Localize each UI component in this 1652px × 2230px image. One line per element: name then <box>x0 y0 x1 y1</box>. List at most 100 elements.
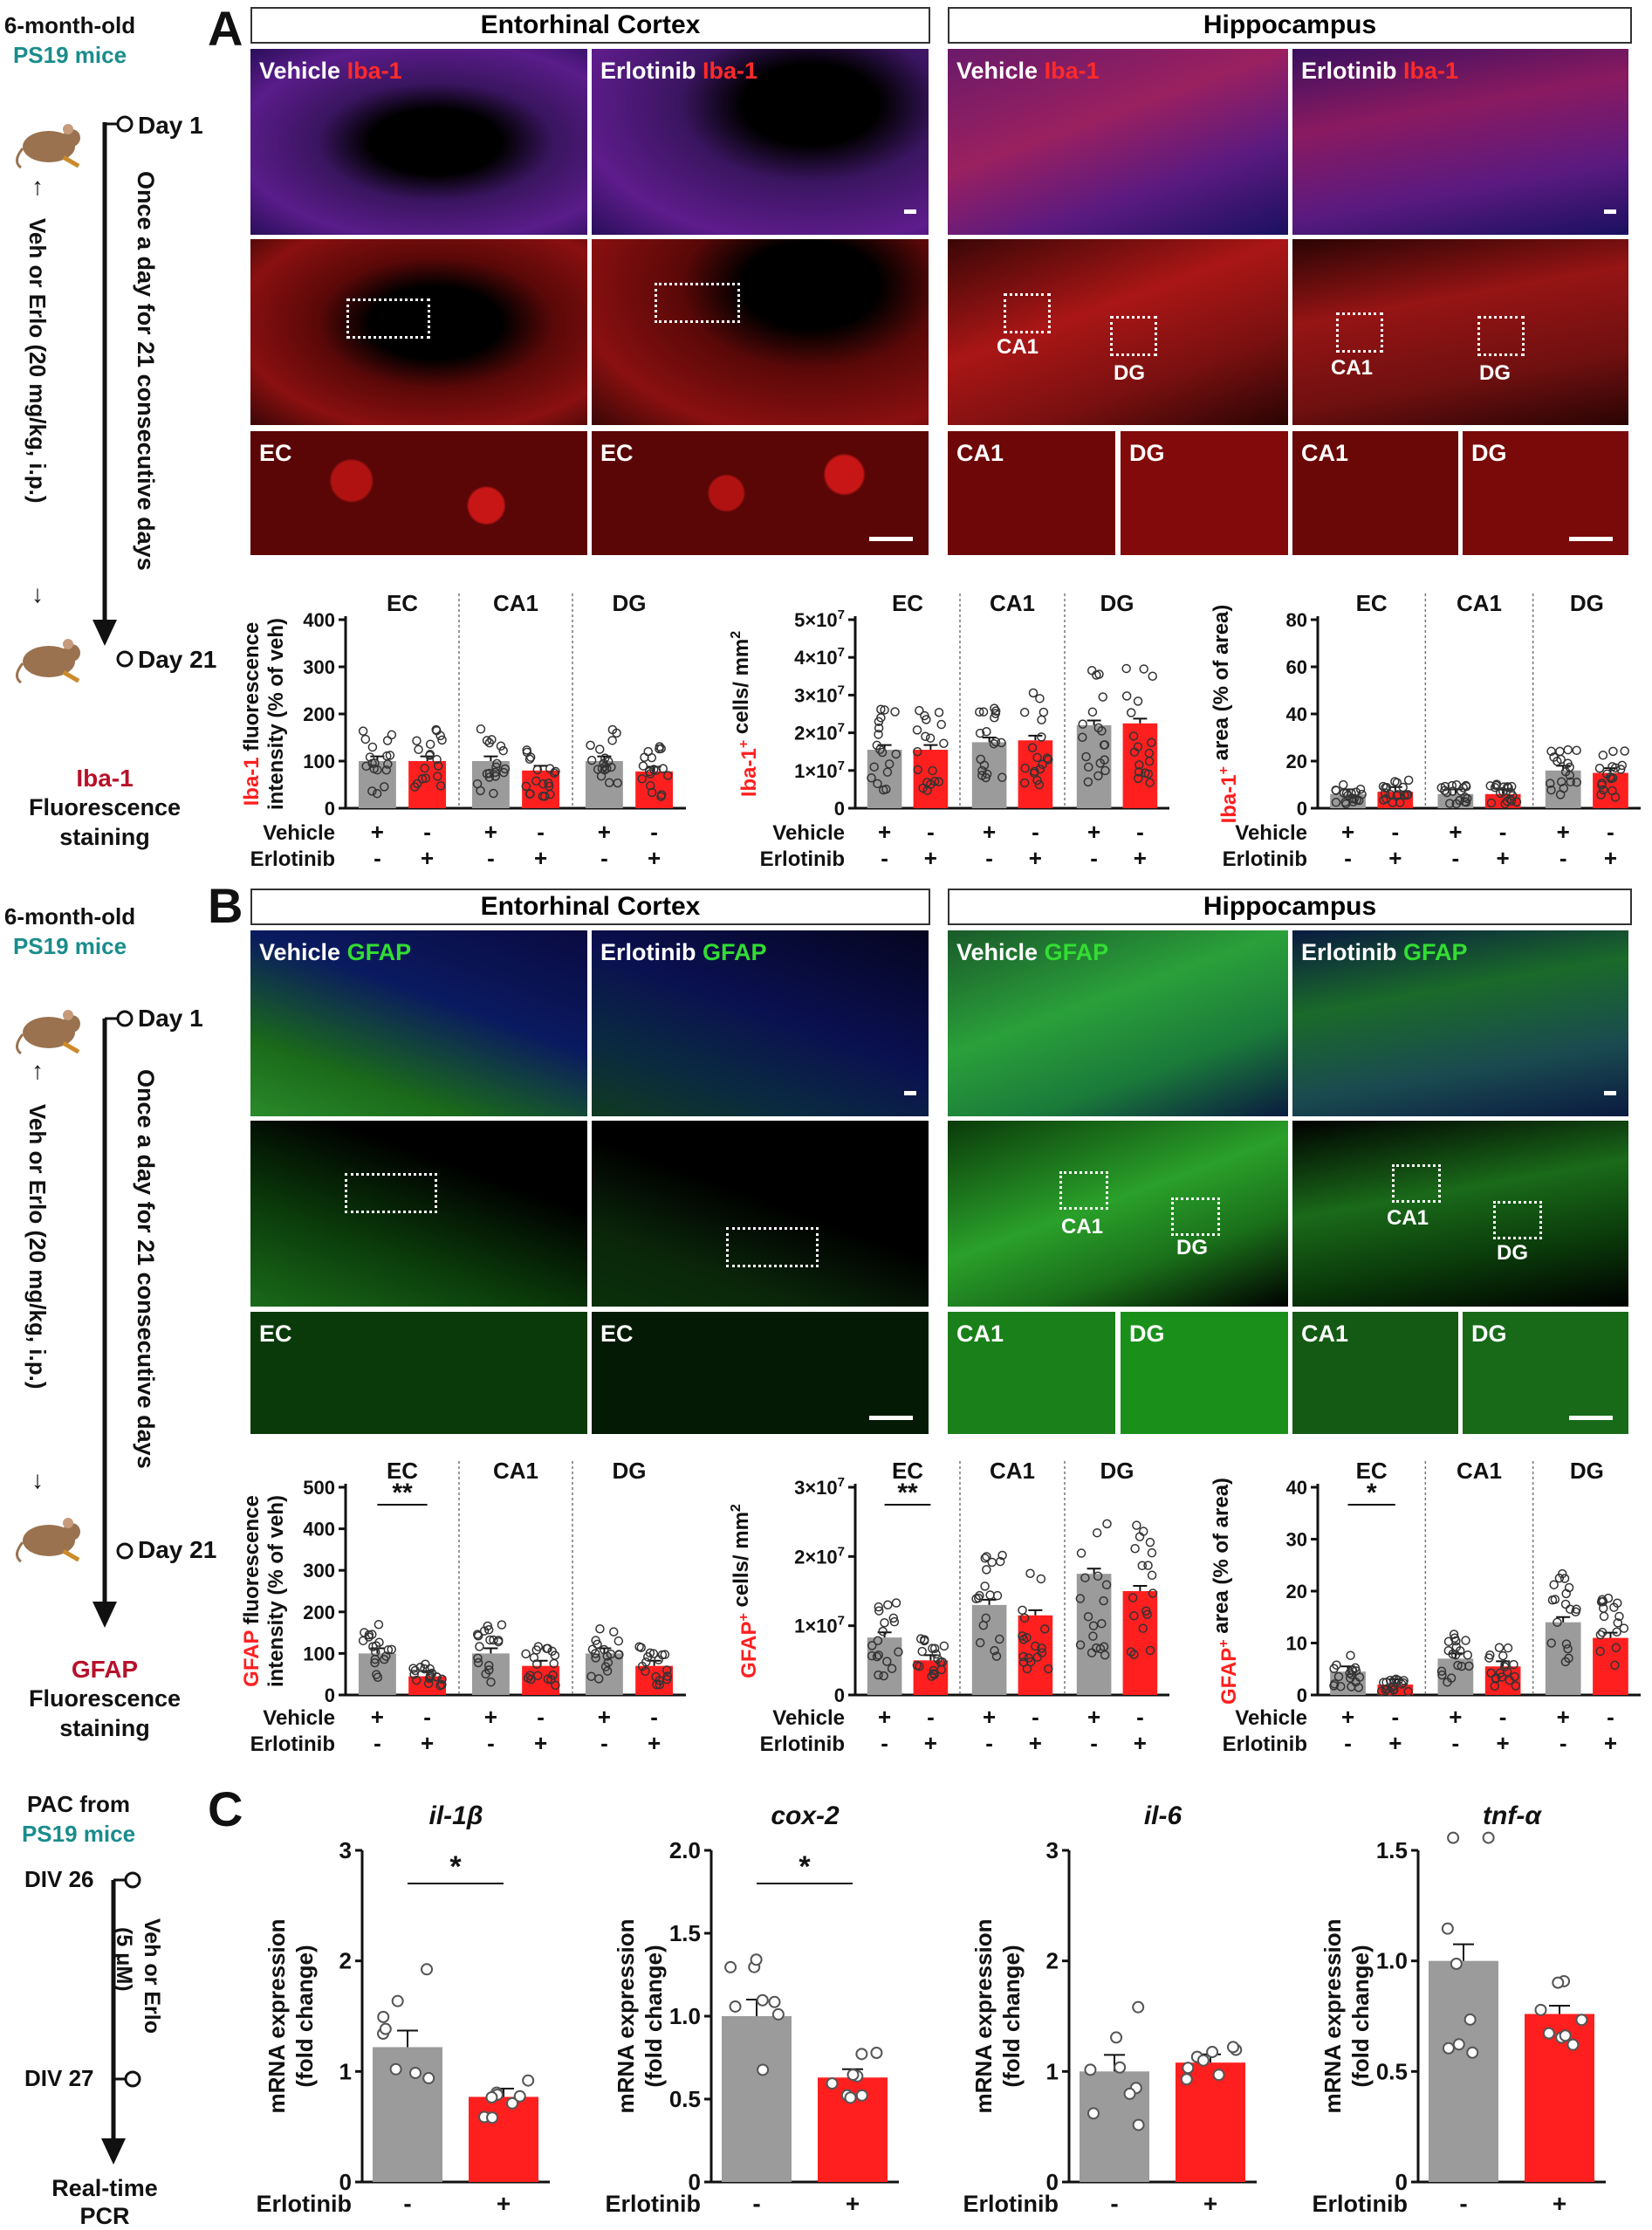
data-point <box>915 1634 926 1643</box>
erlotinib-row-label: Erlotinib <box>760 1733 845 1756</box>
timeline-day1: Day 1 <box>138 1005 203 1032</box>
data-point <box>1566 2038 1580 2051</box>
data-point <box>1505 787 1516 797</box>
data-point <box>1607 773 1618 783</box>
chart-c-cox2: cox-2 0 0.5 1.0 1.5 2.0 mRNA expression (fold c… <box>606 1801 899 2217</box>
zoom-b-ca1-erlotinib: CA1 <box>1292 1312 1458 1434</box>
data-point <box>1485 781 1496 791</box>
data-point <box>982 1565 991 1575</box>
data-point <box>928 1643 937 1653</box>
data-point <box>544 779 553 788</box>
bar-erlotinib <box>635 771 674 808</box>
timeline-day21: Day 21 <box>138 646 217 673</box>
data-point <box>614 1650 624 1660</box>
bar-erlotinib <box>1122 723 1158 808</box>
data-point <box>367 786 377 796</box>
data-point <box>417 774 428 784</box>
roi-box <box>726 1227 819 1267</box>
erlotinib-sign: - <box>1452 1730 1460 1756</box>
y-tick-label: 400 <box>303 609 335 631</box>
vehicle-sign: - <box>537 819 545 845</box>
data-point <box>1084 762 1093 772</box>
data-point <box>432 725 442 736</box>
roi-box <box>1392 1164 1441 1203</box>
data-point <box>1594 764 1605 773</box>
data-point <box>1443 1678 1452 1687</box>
erlotinib-sign: + <box>1497 845 1510 871</box>
data-point <box>997 1550 1007 1561</box>
y-tick-label: 4×107 <box>794 645 845 669</box>
data-point <box>542 1643 552 1654</box>
data-point <box>1609 1602 1619 1612</box>
data-point <box>651 1671 661 1682</box>
data-point <box>1444 799 1455 808</box>
erlotinib-row-label: Erlotinib <box>1223 847 1307 871</box>
group-label: CA1 <box>990 590 1035 616</box>
erlotinib-sign: - <box>881 845 888 871</box>
bar-erlotinib <box>1018 740 1053 808</box>
data-point <box>879 785 888 795</box>
data-point <box>1607 762 1617 772</box>
data-point <box>1402 790 1412 800</box>
roi-box <box>1493 1201 1542 1239</box>
data-point <box>1546 746 1556 757</box>
data-point <box>1599 1611 1609 1622</box>
zoom-a-ca1-erlotinib: CA1 <box>1292 431 1458 555</box>
data-point <box>1560 1599 1571 1609</box>
data-point <box>1534 2003 1547 2016</box>
y-axis-label: GFAP+ area (% of area) <box>1210 1478 1241 1705</box>
data-point <box>586 740 595 751</box>
x-axis-label: Erlotinib <box>606 2191 702 2217</box>
data-point <box>1347 1665 1358 1675</box>
data-point <box>409 1670 419 1679</box>
data-point <box>936 719 946 730</box>
y-tick-label: 1.0 <box>1376 1948 1408 1974</box>
data-point <box>995 1634 1004 1644</box>
significance-label: * <box>799 1850 811 1883</box>
timeline-subtitle: PS19 mice <box>21 1821 136 1847</box>
data-point <box>1503 1643 1513 1653</box>
y-tick-label: 2 <box>339 1948 352 1974</box>
data-point <box>1132 1520 1141 1530</box>
data-point <box>894 1647 903 1657</box>
data-point <box>525 1671 535 1680</box>
vehicle-sign: + <box>878 1704 891 1730</box>
data-point <box>1443 1636 1454 1647</box>
data-point <box>1141 768 1150 778</box>
data-point <box>1076 1548 1086 1558</box>
data-point <box>931 1649 941 1659</box>
timeline-subtitle: PS19 mice <box>12 42 127 68</box>
mouse-icon <box>16 1010 80 1055</box>
data-point <box>874 1606 884 1616</box>
data-point <box>1553 1617 1562 1628</box>
data-point <box>637 774 647 784</box>
zoom-a-ca1-vehicle: CA1 <box>948 431 1115 555</box>
data-point <box>1494 1643 1505 1653</box>
data-point <box>1020 763 1030 773</box>
data-point <box>1036 1574 1046 1584</box>
data-point <box>873 779 882 789</box>
vehicle-sign: + <box>1341 819 1354 845</box>
data-point <box>387 1644 396 1655</box>
significance-label: * <box>449 1850 462 1883</box>
data-point <box>1615 765 1626 774</box>
data-point <box>985 1590 995 1600</box>
data-point <box>531 776 541 786</box>
data-point <box>1509 1659 1518 1670</box>
group-label: CA1 <box>493 1458 538 1484</box>
mouse-icon <box>16 124 80 169</box>
data-point <box>1597 1628 1607 1637</box>
erlotinib-sign: - <box>985 1730 993 1756</box>
y-tick-label: 100 <box>303 751 335 772</box>
data-point <box>1486 1668 1496 1678</box>
data-point <box>637 1661 648 1671</box>
data-point <box>646 780 655 791</box>
y-tick-label: 1.0 <box>669 2003 701 2029</box>
data-point <box>1080 1573 1090 1582</box>
data-point <box>1097 726 1107 736</box>
data-point <box>1563 1643 1573 1654</box>
data-point <box>826 2077 839 2090</box>
vehicle-sign: + <box>1449 1704 1462 1730</box>
image-b-hc-vehicle-gfap: CA1 DG <box>948 1121 1288 1307</box>
data-point <box>484 1665 494 1675</box>
